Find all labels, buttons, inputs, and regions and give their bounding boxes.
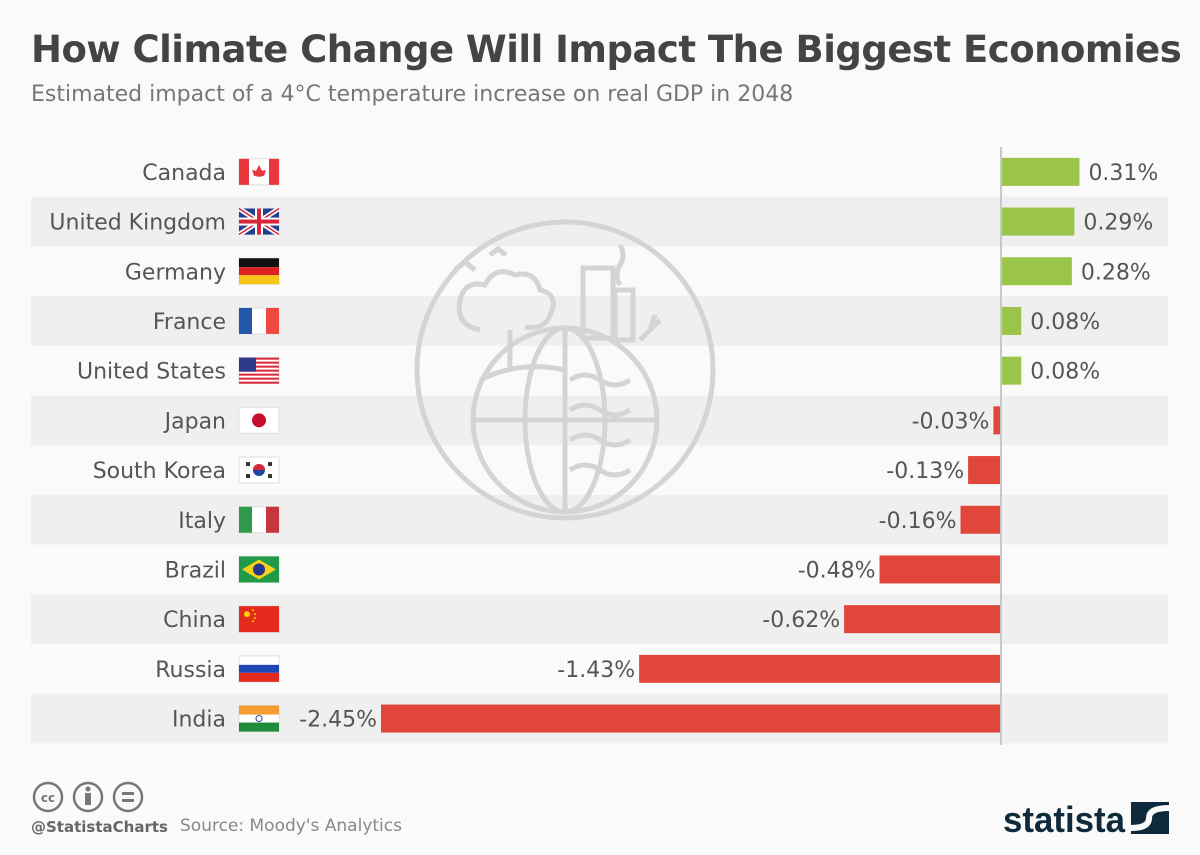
data-label: 0.31%: [1088, 161, 1158, 186]
bar-row: India -2.45%: [172, 704, 1001, 733]
category-label: United Kingdom: [49, 211, 226, 236]
bar: [993, 406, 1001, 435]
data-label: -0.62%: [762, 608, 840, 633]
chart-subtitle: Estimated impact of a 4°C temperature in…: [31, 82, 794, 107]
united-kingdom-flag-icon: [237, 206, 281, 237]
bar-row: Russia -1.43%: [155, 654, 1001, 683]
category-label: Russia: [155, 658, 226, 683]
bar: [844, 605, 1001, 634]
category-label: France: [153, 310, 226, 335]
data-label: -2.45%: [299, 708, 377, 733]
russia-flag-icon: [238, 655, 280, 683]
bar-row: United States 0.08%: [77, 356, 1100, 385]
bar-row: China -0.62%: [163, 605, 1001, 634]
no-derivatives-icon: [112, 781, 144, 813]
svg-text:statista: statista: [1003, 799, 1126, 838]
cc-icon: [32, 781, 64, 813]
chart-title: How Climate Change Will Impact The Bigge…: [31, 28, 1182, 71]
data-label: -0.16%: [879, 509, 957, 534]
china-flag-icon: [238, 605, 280, 633]
category-label: United States: [77, 360, 226, 385]
data-label: -0.48%: [798, 558, 876, 583]
italy-flag-icon: [238, 506, 280, 534]
category-label: Canada: [142, 161, 226, 186]
climate-globe-watermark-icon: [414, 219, 716, 521]
statista-mark-icon: [1130, 802, 1170, 834]
footer-source[interactable]: Source: Moody's Analytics: [180, 816, 402, 836]
category-label: Germany: [125, 260, 226, 285]
data-label: 0.29%: [1083, 211, 1153, 236]
france-flag-icon: [238, 307, 280, 335]
row-band: [31, 196, 1168, 247]
data-label: 0.28%: [1081, 260, 1151, 285]
statista-logo[interactable]: statista: [1003, 798, 1173, 838]
bar-row: Germany 0.28%: [125, 257, 1151, 286]
united-states-flag-icon: [238, 357, 280, 385]
bar: [879, 555, 1001, 584]
creative-commons-icons: cc: [32, 781, 144, 813]
data-label: 0.08%: [1030, 360, 1100, 385]
attribution-icon: [72, 781, 104, 813]
data-label: -1.43%: [557, 658, 635, 683]
brazil-flag-icon: [238, 555, 280, 583]
bar: [960, 505, 1001, 534]
india-flag-icon: [238, 705, 280, 733]
category-label: Italy: [178, 509, 226, 534]
category-label: Brazil: [165, 558, 226, 583]
bar-row: United Kingdom 0.29%: [49, 206, 1153, 237]
category-label: China: [163, 608, 226, 633]
germany-flag-icon: [238, 257, 280, 285]
bar: [1001, 207, 1075, 236]
category-label: Japan: [163, 409, 226, 434]
data-label: -0.03%: [912, 409, 990, 434]
data-label: -0.13%: [886, 459, 964, 484]
bar-row: Italy -0.16%: [178, 505, 1001, 534]
footer-handle: @StatistaCharts: [31, 818, 168, 836]
bar: [1001, 257, 1072, 286]
bar: [1001, 356, 1022, 385]
category-label: India: [172, 708, 226, 733]
bar-row: Canada 0.31%: [142, 157, 1158, 186]
bar: [1001, 306, 1022, 335]
category-label: South Korea: [93, 459, 226, 484]
bar: [968, 456, 1001, 485]
bar-row: France 0.08%: [153, 306, 1100, 335]
bar-row: Japan -0.03%: [163, 406, 1001, 435]
bar: [381, 704, 1001, 733]
canada-flag-icon: [238, 158, 280, 186]
bar: [1001, 157, 1080, 186]
data-label: 0.08%: [1030, 310, 1100, 335]
svg-text:cc: cc: [41, 791, 55, 805]
japan-flag-icon: [238, 406, 280, 434]
south-korea-flag-icon: [238, 456, 280, 484]
bar: [639, 654, 1001, 683]
bar-row: Brazil -0.48%: [165, 555, 1001, 584]
bar-row: South Korea -0.13%: [93, 456, 1001, 485]
